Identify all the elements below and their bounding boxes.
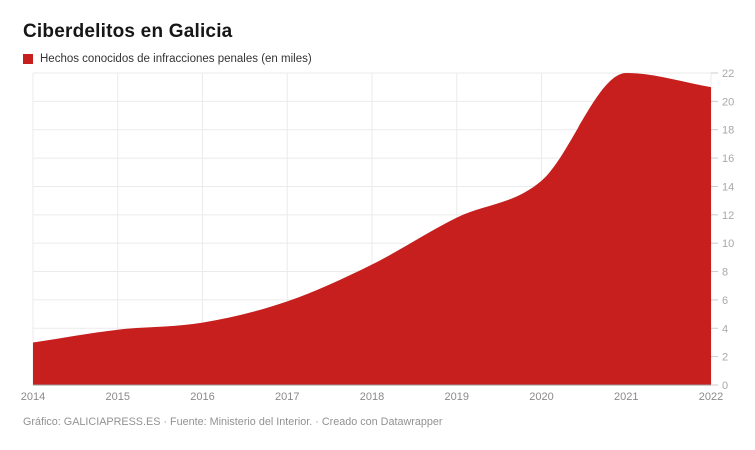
y-tick-label: 20	[722, 96, 734, 108]
y-tick-label: 2	[722, 352, 728, 364]
y-tick-label: 18	[722, 125, 734, 137]
y-tick-label: 14	[722, 181, 734, 193]
legend-swatch-icon	[23, 54, 33, 64]
x-tick-label: 2021	[614, 391, 638, 403]
x-tick-label: 2014	[21, 391, 45, 403]
y-tick-label: 0	[722, 380, 728, 392]
legend-label: Hechos conocidos de infracciones penales…	[40, 53, 312, 65]
legend: Hechos conocidos de infracciones penales…	[23, 53, 312, 65]
y-tick-label: 4	[722, 323, 728, 335]
x-tick-label: 2017	[275, 391, 299, 403]
x-tick-label: 2016	[190, 391, 214, 403]
x-tick-label: 2020	[529, 391, 553, 403]
y-tick-label: 12	[722, 210, 734, 222]
x-tick-label: 2015	[106, 391, 130, 403]
chart-footer: Gráfico: GALICIAPRESS.ES · Fuente: Minis…	[23, 416, 443, 428]
chart-header: Ciberdelitos en Galicia Hechos conocidos…	[23, 21, 312, 65]
y-tick-label: 10	[722, 238, 734, 250]
x-tick-label: 2019	[445, 391, 469, 403]
x-tick-label: 2022	[699, 391, 723, 403]
area-series	[33, 73, 711, 385]
y-tick-label: 22	[722, 68, 734, 80]
y-tick-label: 6	[722, 295, 728, 307]
chart-title: Ciberdelitos en Galicia	[23, 21, 233, 42]
y-tick-label: 16	[722, 153, 734, 165]
y-tick-label: 8	[722, 267, 728, 279]
x-tick-label: 2018	[360, 391, 384, 403]
